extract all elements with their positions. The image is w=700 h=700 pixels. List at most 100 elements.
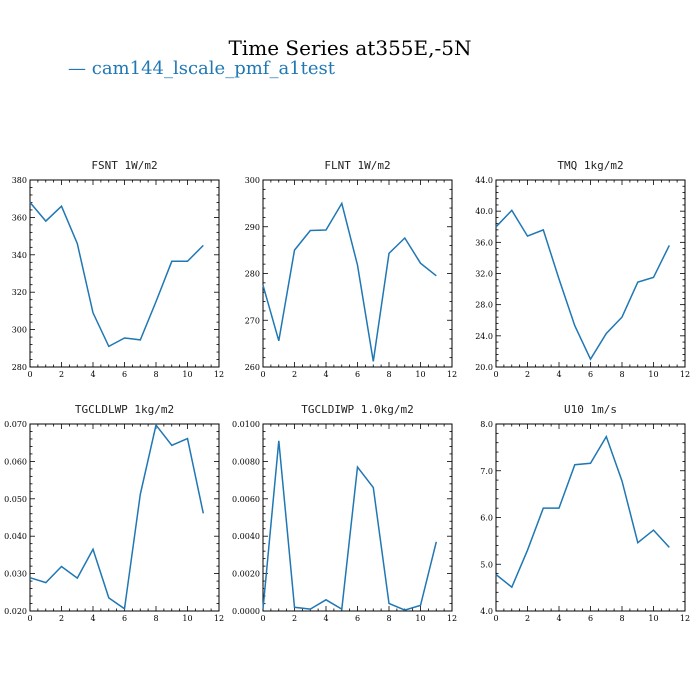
y-tick-label: 6.0 xyxy=(480,514,493,523)
legend: — cam144_lscale_pmf_a1test xyxy=(68,58,335,79)
x-tick-label: 12 xyxy=(214,614,224,623)
plot-frame xyxy=(495,179,686,368)
y-tick-label: 0.020 xyxy=(4,607,27,616)
y-tick-label: 8.0 xyxy=(480,420,493,429)
x-tick-label: 6 xyxy=(122,370,127,379)
y-tick-label: 0.0040 xyxy=(232,532,260,541)
y-tick-label: 290 xyxy=(245,223,260,232)
chart-title: TGCLDLWP 1kg/m2 xyxy=(75,403,174,416)
x-tick-label: 6 xyxy=(122,614,127,623)
plot-frame xyxy=(29,179,220,368)
y-tick-label: 40.0 xyxy=(475,207,493,216)
chart-panel-2: FLNT 1W/m2 0 2 4 6 8 10 12 260 270 280 290 300 xyxy=(245,159,457,379)
x-tick-label: 12 xyxy=(680,614,690,623)
x-tick-label: 4 xyxy=(556,370,561,379)
x-tick-label: 12 xyxy=(447,370,457,379)
y-tick-label: 270 xyxy=(245,316,260,325)
y-tick-label: 36.0 xyxy=(475,238,493,247)
series-line xyxy=(495,209,670,361)
y-tick-label: 320 xyxy=(12,288,27,297)
legend-label: cam144_lscale_pmf_a1test xyxy=(91,58,335,79)
y-tick-label: 0.050 xyxy=(4,495,27,504)
x-tick-label: 4 xyxy=(90,614,95,623)
y-tick-label: 280 xyxy=(12,363,27,372)
x-tick-label: 4 xyxy=(323,370,328,379)
y-tick-label: 28.0 xyxy=(475,301,493,310)
x-tick-label: 0 xyxy=(493,614,498,623)
chart-title: U10 1m/s xyxy=(564,403,617,416)
chart-panel-1: FSNT 1W/m2 0 2 4 6 8 10 12 280 300 320 340 360 380 xyxy=(12,159,224,379)
x-tick-label: 6 xyxy=(355,614,360,623)
x-tick-label: 10 xyxy=(182,614,192,623)
x-tick-label: 12 xyxy=(680,370,690,379)
y-tick-label: 32.0 xyxy=(475,270,493,279)
y-tick-label: 0.070 xyxy=(4,420,27,429)
x-tick-label: 10 xyxy=(415,370,425,379)
y-tick-label: 0.0100 xyxy=(232,420,260,429)
x-tick-label: 8 xyxy=(153,614,158,623)
x-tick-label: 12 xyxy=(214,370,224,379)
x-tick-label: 8 xyxy=(153,370,158,379)
series-line xyxy=(262,440,438,611)
y-tick-label: 360 xyxy=(12,213,27,222)
x-tick-label: 10 xyxy=(182,370,192,379)
x-tick-label: 8 xyxy=(619,370,624,379)
x-tick-label: 0 xyxy=(27,614,32,623)
x-tick-label: 2 xyxy=(292,370,297,379)
x-tick-label: 10 xyxy=(648,370,658,379)
y-tick-label: 280 xyxy=(245,270,260,279)
y-tick-label: 0.0060 xyxy=(232,495,260,504)
plot-frame xyxy=(495,423,686,612)
y-tick-label: 44.0 xyxy=(475,176,493,185)
x-tick-label: 12 xyxy=(447,614,457,623)
y-tick-label: 20.0 xyxy=(475,363,493,372)
x-tick-label: 6 xyxy=(355,370,360,379)
figure-title: Time Series at355E,-5N xyxy=(228,36,472,60)
y-tick-label: 380 xyxy=(12,176,27,185)
x-tick-label: 0 xyxy=(493,370,498,379)
y-tick-label: 0.0080 xyxy=(232,457,260,466)
x-tick-label: 8 xyxy=(386,614,391,623)
x-tick-label: 6 xyxy=(588,370,593,379)
series-line xyxy=(29,201,204,348)
plot-frame xyxy=(262,423,453,612)
y-tick-label: 300 xyxy=(12,326,27,335)
y-tick-label: 340 xyxy=(12,251,27,260)
x-tick-label: 10 xyxy=(648,614,658,623)
legend-marker: — xyxy=(68,58,86,79)
y-tick-label: 0.040 xyxy=(4,532,27,541)
chart-title: TGCLDIWP 1.0kg/m2 xyxy=(301,403,414,416)
chart-panel-5: TGCLDIWP 1.0kg/m2 0 2 4 6 8 10 12 0.0000 0.0020 0.… xyxy=(232,403,457,623)
x-tick-label: 0 xyxy=(260,614,265,623)
x-tick-label: 2 xyxy=(59,614,64,623)
y-tick-label: 7.0 xyxy=(480,467,493,476)
chart-panel-6: U10 1m/s 0 2 4 6 8 10 12 4.0 5.0 6.0 7.0 8.0 xyxy=(480,403,690,623)
x-tick-label: 10 xyxy=(415,614,425,623)
chart-title: FLNT 1W/m2 xyxy=(324,159,390,172)
chart-title: TMQ 1kg/m2 xyxy=(557,159,623,172)
x-tick-label: 2 xyxy=(525,614,530,623)
x-tick-label: 4 xyxy=(556,614,561,623)
y-tick-label: 300 xyxy=(245,176,260,185)
y-tick-label: 0.0020 xyxy=(232,570,260,579)
x-tick-label: 6 xyxy=(588,614,593,623)
x-tick-label: 0 xyxy=(27,370,32,379)
series-line xyxy=(495,434,670,589)
series-line xyxy=(29,423,205,611)
chart-panel-4: TGCLDLWP 1kg/m2 0 2 4 6 8 10 12 0.020 0.030 0.040 0… xyxy=(4,403,224,623)
y-tick-label: 0.060 xyxy=(4,457,27,466)
y-tick-label: 5.0 xyxy=(480,560,493,569)
y-tick-label: 24.0 xyxy=(475,332,493,341)
y-tick-label: 0.0000 xyxy=(232,607,260,616)
series-line xyxy=(262,201,437,362)
y-tick-label: 260 xyxy=(245,363,260,372)
x-tick-label: 8 xyxy=(619,614,624,623)
chart-panel-3: TMQ 1kg/m2 0 2 4 6 8 10 12 20.0 24.0 28.0 32.0 36.0 4… xyxy=(475,159,690,379)
x-tick-label: 8 xyxy=(386,370,391,379)
x-tick-label: 4 xyxy=(90,370,95,379)
chart-title: FSNT 1W/m2 xyxy=(91,159,157,172)
plot-frame xyxy=(262,179,453,368)
x-tick-label: 4 xyxy=(323,614,328,623)
y-tick-label: 0.030 xyxy=(4,570,27,579)
